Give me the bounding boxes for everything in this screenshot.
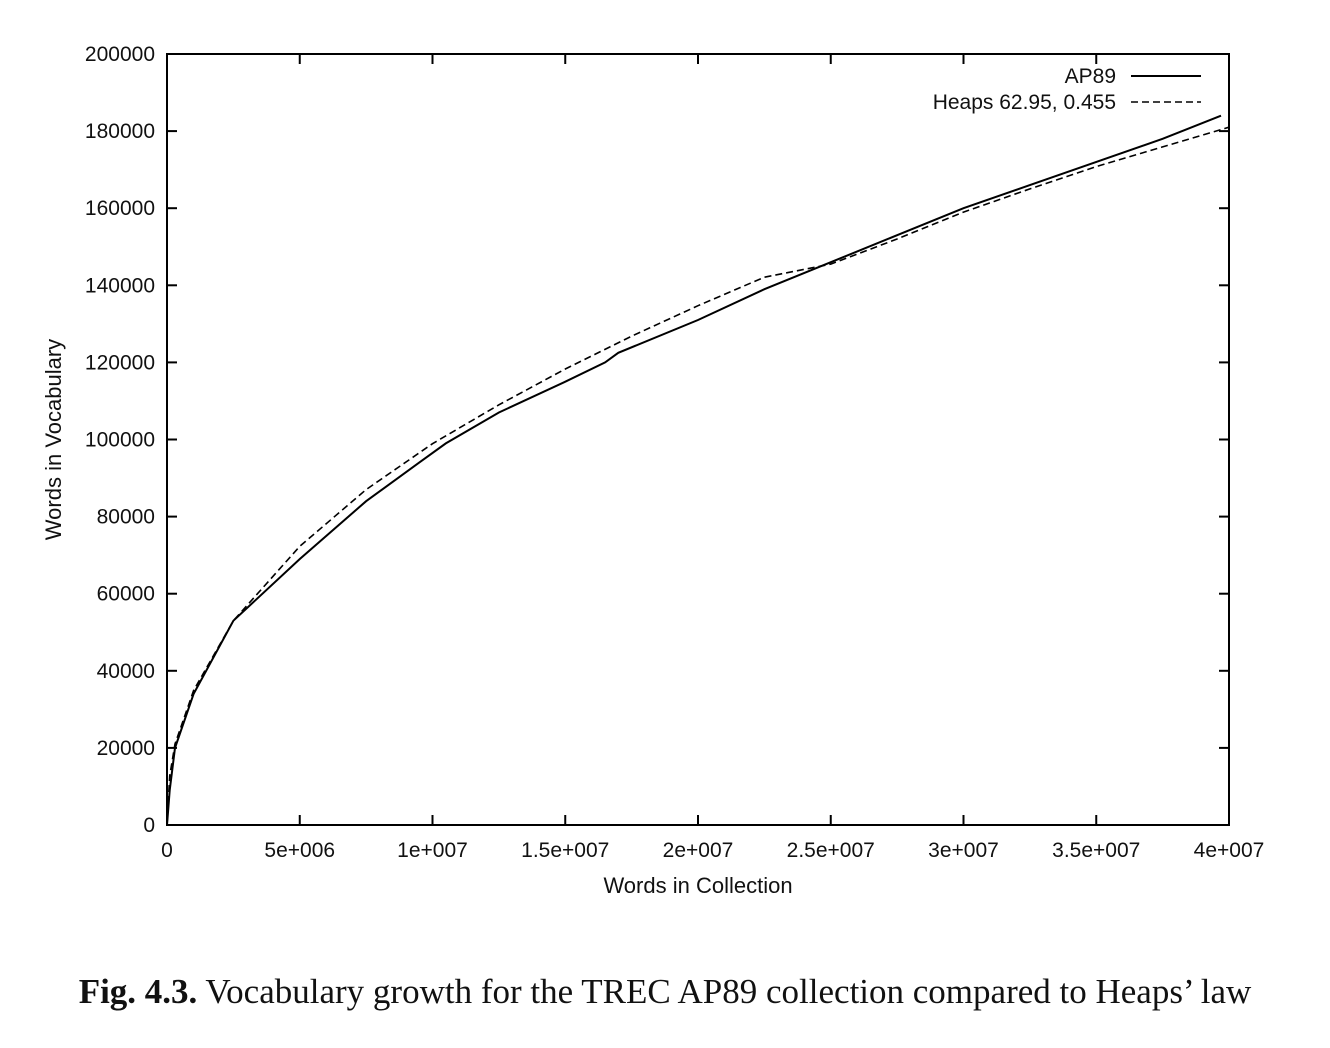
y-tick-label: 40000: [97, 660, 155, 683]
series-line-heaps: [166, 126, 1230, 826]
y-tick-label: 140000: [85, 274, 155, 297]
figure-caption: Fig. 4.3. Vocabulary growth for the TREC…: [0, 972, 1330, 1012]
x-tick-label: 1.5e+007: [521, 839, 609, 862]
y-tick-label: 160000: [85, 197, 155, 220]
plot-border: [166, 53, 1230, 826]
legend: AP89 Heaps 62.95, 0.455: [933, 65, 1201, 114]
series-line-ap89: [166, 114, 1222, 826]
x-tick-label: 0: [161, 839, 173, 862]
x-tick-label: 3e+007: [928, 839, 999, 862]
y-axis-title: Words in Vocabulary: [41, 339, 66, 540]
figure-number: Fig. 4.3.: [78, 972, 198, 1011]
x-tick-label: 5e+006: [264, 839, 335, 862]
x-tick-label: 4e+007: [1194, 839, 1265, 862]
x-tick-label: 1e+007: [397, 839, 468, 862]
x-tick-label: 3.5e+007: [1052, 839, 1140, 862]
legend-label: Heaps 62.95, 0.455: [933, 91, 1116, 114]
y-tick-label: 80000: [97, 506, 155, 529]
chart: 0 5e+006 1e+007 1.5e+007 2e+007 2.5e+007 3e+00…: [41, 43, 1264, 898]
x-axis-title: Words in Collection: [603, 873, 792, 898]
y-axis: 0 20000 40000 60000 80000 100000 120000 140000 1…: [85, 43, 1229, 837]
y-tick-label: 120000: [85, 351, 155, 374]
x-tick-label: 2.5e+007: [787, 839, 875, 862]
series-layer: [166, 114, 1230, 826]
x-axis: 0 5e+006 1e+007 1.5e+007 2e+007 2.5e+007 3e+00…: [161, 54, 1264, 862]
y-tick-label: 180000: [85, 120, 155, 143]
caption-text: Vocabulary growth for the TREC AP89 coll…: [205, 972, 1252, 1011]
y-tick-label: 0: [143, 814, 155, 837]
legend-label: AP89: [1065, 65, 1116, 88]
plot-frame: [166, 53, 1230, 826]
y-tick-label: 20000: [97, 737, 155, 760]
y-tick-label: 60000: [97, 583, 155, 606]
y-tick-label: 200000: [85, 43, 155, 66]
y-tick-label: 100000: [85, 429, 155, 452]
x-tick-label: 2e+007: [663, 839, 734, 862]
